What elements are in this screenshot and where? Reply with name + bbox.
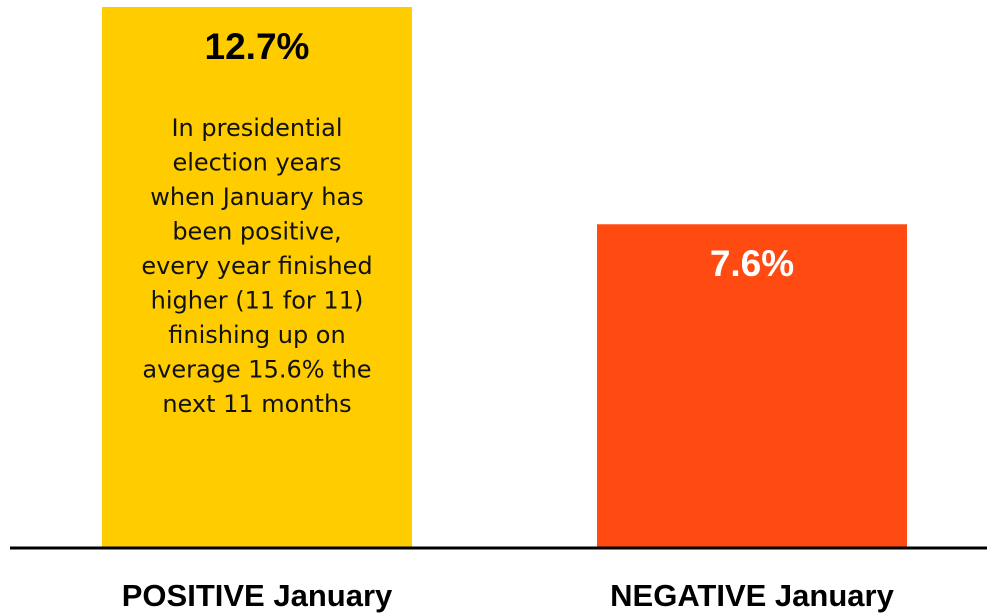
x-tick-label: NEGATIVE January	[610, 578, 894, 613]
annotation: average 15.6% the	[142, 356, 371, 384]
annotation: finishing up on	[168, 321, 345, 349]
bar	[597, 224, 907, 549]
value-label: 12.7%	[205, 26, 310, 67]
bar	[102, 7, 412, 548]
annotation: next 11 months	[162, 390, 351, 418]
annotation: In presidential	[171, 114, 342, 142]
value-label: 7.6%	[710, 243, 794, 284]
annotation: when January has	[150, 183, 363, 211]
x-tick-label: POSITIVE January	[122, 578, 393, 613]
annotation: election years	[172, 149, 341, 177]
annotation: been positive,	[172, 218, 341, 246]
annotation: every year finished	[141, 252, 372, 280]
annotation: higher (11 for 11)	[151, 287, 364, 315]
